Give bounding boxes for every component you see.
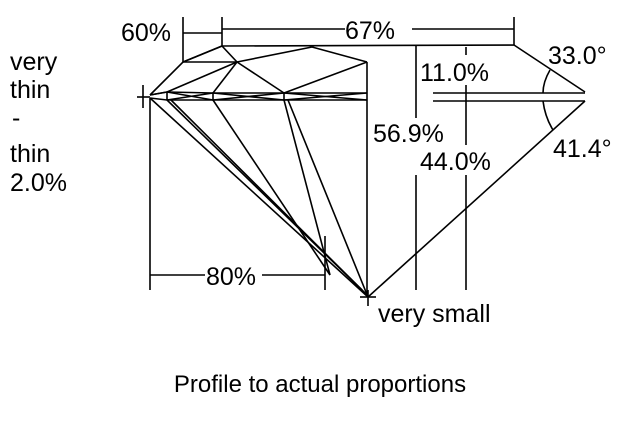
girdle-label-line: 2.0% [10, 169, 67, 197]
girdle-label-line: very [10, 48, 58, 76]
pavilion-depth-label: 44.0% [420, 148, 491, 176]
labels: 60% 67% 11.0% 33.0° 56.9% 44.0% 41.4° 80… [10, 17, 612, 398]
dimension-lines [137, 17, 515, 306]
crown-height-label: 11.0% [420, 59, 489, 87]
girdle-label-line: - [12, 104, 20, 132]
diamond-outline [149, 44, 586, 298]
total-depth-label: 56.9% [373, 120, 444, 148]
crown-angle-label: 33.0° [548, 42, 607, 70]
girdle-label-line: thin [10, 76, 50, 104]
star-label: 60% [121, 19, 171, 47]
table-label: 67% [345, 17, 395, 45]
pavilion-angle-label: 41.4° [553, 135, 612, 163]
lower-half-label: 80% [206, 263, 256, 291]
culet-label: very small [378, 300, 491, 328]
girdle-label-line: thin [10, 140, 50, 168]
caption: Profile to actual proportions [174, 371, 466, 398]
